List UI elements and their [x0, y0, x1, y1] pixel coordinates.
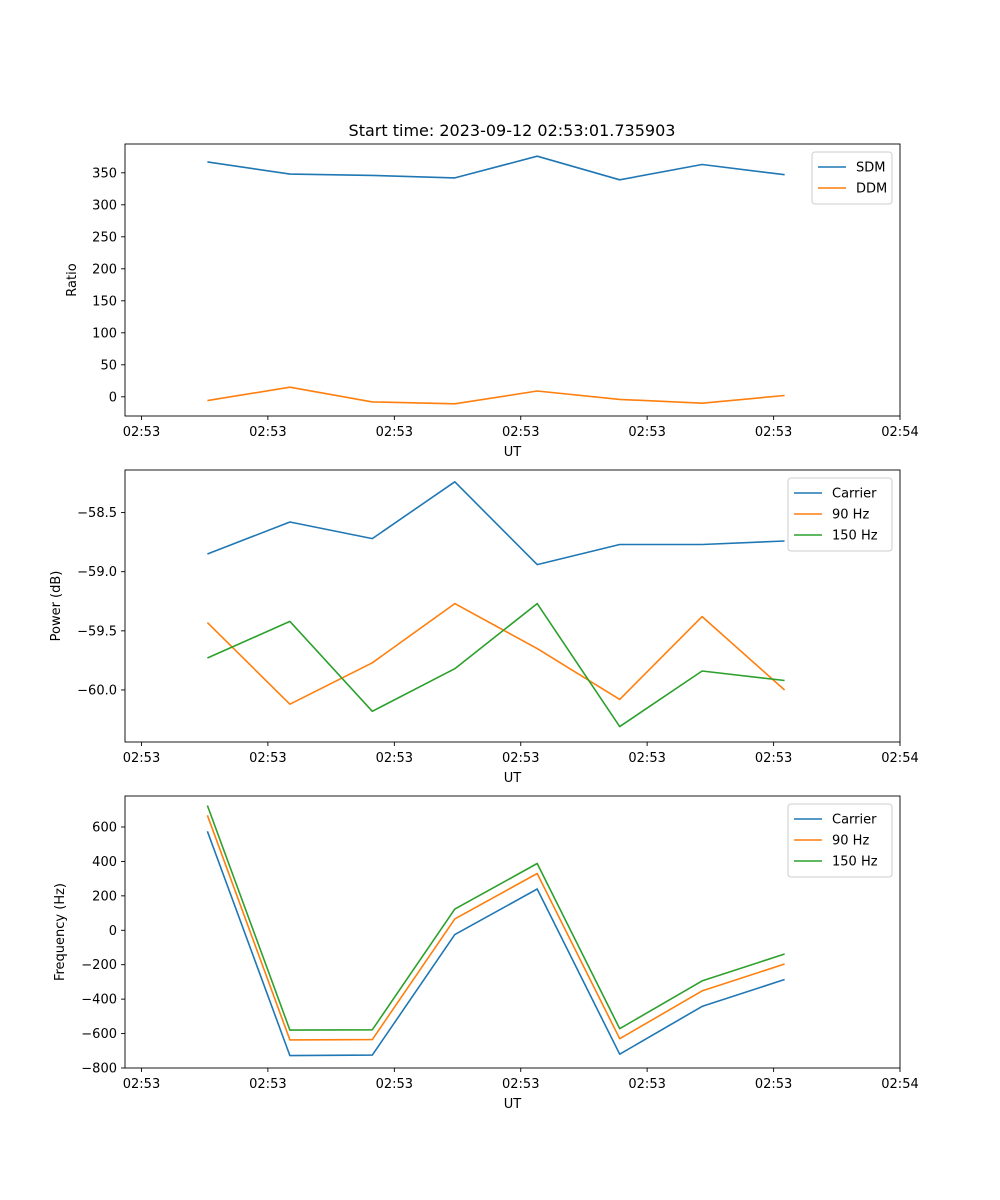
- frequency-x-tick-label: 02:53: [249, 1077, 286, 1092]
- power-y-tick-label: −58.5: [77, 506, 117, 521]
- ratio-x-tick-label: 02:53: [123, 425, 160, 440]
- power-legend-box: [787, 477, 893, 552]
- power-series-carrier-line: [207, 480, 785, 566]
- power-legend-label: Carrier: [832, 487, 877, 502]
- frequency-series-carrier-line: [206, 831, 785, 1057]
- frequency-axes-frame: [124, 795, 901, 1069]
- frequency-legend-label: 90 Hz: [832, 834, 869, 849]
- frequency-x-tick-label: 02:53: [628, 1077, 665, 1092]
- frequency-legend-label: 150 Hz: [832, 855, 878, 870]
- power-x-tick-label: 02:53: [249, 751, 286, 766]
- ratio-legend: SDM DDM: [811, 151, 893, 205]
- frequency-y-tick-label: −400: [81, 993, 117, 1008]
- subplot-frequency: 02:53 02:53 02:53 02:53 02:53 02:53 02:54 −800 −…: [53, 795, 919, 1112]
- power-legend: Carrier 90 Hz 150 Hz: [787, 477, 893, 552]
- frequency-y-tick-label: −200: [81, 958, 117, 973]
- ratio-y-tick-label: 150: [92, 294, 117, 309]
- ratio-y-tick-label: 350: [92, 166, 117, 181]
- ratio-x-tick-label: 02:53: [755, 425, 792, 440]
- power-y-tick-label: −59.0: [77, 565, 117, 580]
- frequency-x-tick-label: 02:53: [502, 1077, 539, 1092]
- ratio-y-tick-label: 300: [92, 198, 117, 213]
- ratio-y-tick-label: 250: [92, 230, 117, 245]
- ratio-y-tick-label: 0: [109, 390, 117, 405]
- ratio-x-axis-label: UT: [504, 445, 522, 460]
- ratio-axes-frame: [124, 143, 901, 417]
- figure-title: Start time: 2023-09-12 02:53:01.735903: [349, 121, 676, 140]
- frequency-y-tick-label: −800: [81, 1062, 117, 1077]
- ratio-x-tick-label: 02:53: [502, 425, 539, 440]
- frequency-x-tick-label: 02:53: [123, 1077, 160, 1092]
- ratio-x-tick-label: 02:53: [249, 425, 286, 440]
- ratio-y-tick-label: 200: [92, 262, 117, 277]
- ratio-x-tick-label: 02:53: [376, 425, 413, 440]
- frequency-legend-box: [787, 803, 893, 878]
- power-x-tick-label: 02:54: [881, 751, 918, 766]
- power-series-90-hz-line: [206, 602, 786, 706]
- subplot-ratio: 02:53 02:53 02:53 02:53 02:53 02:53 02:54 0 50 10…: [65, 143, 919, 460]
- ratio-series-sdm-line: [207, 155, 785, 181]
- power-x-tick-label: 02:53: [502, 751, 539, 766]
- ratio-legend-label: DDM: [856, 182, 887, 197]
- power-x-tick-label: 02:53: [123, 751, 160, 766]
- frequency-y-tick-label: 400: [92, 855, 117, 870]
- ratio-y-axis-label: Ratio: [65, 263, 80, 296]
- subplot-power: 02:53 02:53 02:53 02:53 02:53 02:53 02:54 −60.0…: [49, 469, 919, 786]
- power-x-axis-label: UT: [504, 771, 522, 786]
- power-x-tick-label: 02:53: [628, 751, 665, 766]
- ratio-y-tick-label: 50: [100, 358, 117, 373]
- power-series-150-hz-line: [207, 602, 785, 728]
- ratio-x-tick-label: 02:54: [881, 425, 918, 440]
- ratio-x-tick-label: 02:53: [628, 425, 665, 440]
- power-x-tick-label: 02:53: [755, 751, 792, 766]
- frequency-y-tick-label: 600: [92, 820, 117, 835]
- frequency-series-90-hz-line: [206, 815, 785, 1041]
- frequency-y-axis-label: Frequency (Hz): [53, 883, 68, 981]
- power-axes-frame: [124, 469, 901, 743]
- frequency-y-tick-label: −600: [81, 1027, 117, 1042]
- frequency-series-150-hz-line: [206, 805, 785, 1031]
- power-y-axis-label: Power (dB): [49, 571, 64, 642]
- frequency-y-tick-label: 0: [109, 924, 117, 939]
- power-y-tick-label: −60.0: [77, 683, 117, 698]
- power-legend-label: 150 Hz: [832, 529, 878, 544]
- frequency-x-axis-label: UT: [504, 1097, 522, 1112]
- ratio-series-ddm-line: [207, 386, 785, 405]
- frequency-y-tick-label: 200: [92, 889, 117, 904]
- power-legend-label: 90 Hz: [832, 508, 869, 523]
- frequency-legend: Carrier 90 Hz 150 Hz: [787, 803, 893, 878]
- frequency-x-tick-label: 02:53: [755, 1077, 792, 1092]
- ratio-legend-label: SDM: [856, 161, 885, 176]
- frequency-legend-label: Carrier: [832, 813, 877, 828]
- frequency-x-tick-label: 02:53: [376, 1077, 413, 1092]
- frequency-x-tick-label: 02:54: [881, 1077, 918, 1092]
- power-x-tick-label: 02:53: [376, 751, 413, 766]
- ratio-legend-box: [811, 151, 893, 205]
- power-y-tick-label: −59.5: [77, 624, 117, 639]
- ratio-y-tick-label: 100: [92, 326, 117, 341]
